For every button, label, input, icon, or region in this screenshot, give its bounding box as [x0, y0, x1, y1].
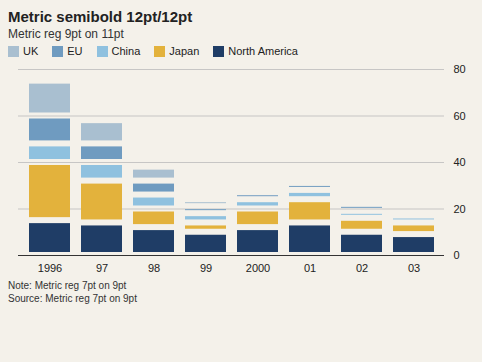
svg-text:02: 02 [356, 262, 368, 274]
svg-text:1996: 1996 [38, 262, 62, 274]
html-text:Metric semibold 12pt/12pt: Metric semibold 12pt/12pt [8, 8, 193, 25]
svg-text:03: 03 [408, 262, 420, 274]
svg-text:97: 97 [96, 262, 108, 274]
svg-text:01: 01 [304, 262, 316, 274]
svg-text:98: 98 [148, 262, 160, 274]
svg-text:20: 20 [454, 203, 466, 215]
html-text:North America: North America [228, 45, 298, 57]
svg-text:80: 80 [454, 63, 466, 75]
svg-text:99: 99 [200, 262, 212, 274]
svg-text:40: 40 [454, 156, 466, 168]
html-text:China: China [111, 45, 141, 57]
svg-text:2000: 2000 [246, 262, 270, 274]
html-text:Metric reg 9pt on 11pt: Metric reg 9pt on 11pt [8, 27, 124, 41]
html-text:EU: EU [67, 45, 83, 57]
html-text:Source: Metric reg 7pt on 9pt: Source: Metric reg 7pt on 9pt [8, 293, 137, 304]
svg-text:60: 60 [454, 110, 466, 122]
html-text:Japan: Japan [169, 45, 200, 57]
html-text:UK: UK [23, 45, 39, 57]
html-text:Note: Metric reg 7pt on 9pt: Note: Metric reg 7pt on 9pt [8, 280, 127, 291]
svg-text:0: 0 [454, 249, 460, 261]
